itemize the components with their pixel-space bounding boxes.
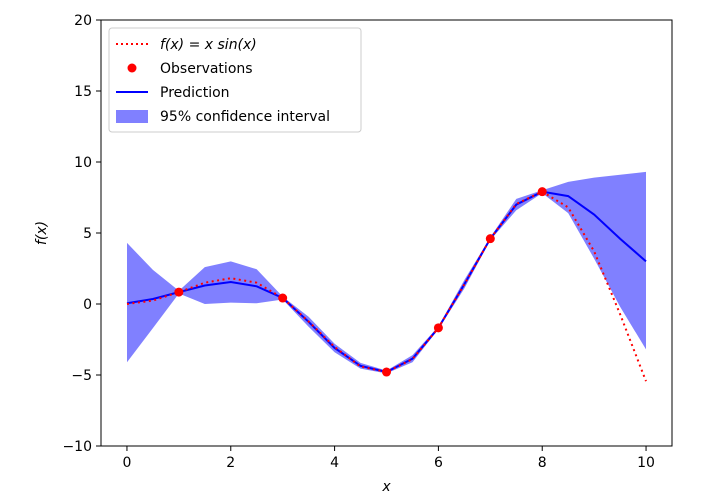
plot-layer	[126, 171, 647, 382]
legend-label-prediction: Prediction	[160, 85, 230, 101]
legend: f(x) = x sin(x) Observations Prediction …	[108, 27, 362, 133]
legend-label-confidence-interval: 95% confidence interval	[160, 109, 330, 125]
y-tick-label: 20	[74, 13, 92, 29]
y-axis: −10 −5 0 5 10 15 20	[62, 13, 101, 455]
confidence-band	[127, 171, 646, 374]
y-tick-label: 10	[74, 155, 92, 171]
y-tick-label: −10	[62, 439, 92, 455]
observation-point	[382, 367, 391, 377]
legend-swatch-observations	[127, 63, 137, 73]
true-function-line	[126, 190, 647, 382]
x-tick-label: 0	[122, 455, 131, 471]
y-tick-label: −5	[71, 368, 92, 384]
x-tick-label: 8	[538, 455, 547, 471]
x-axis-label: x	[381, 479, 391, 495]
legend-label-observations: Observations	[160, 61, 253, 77]
legend-box	[108, 27, 362, 133]
legend-label-true-function: f(x) = x sin(x)	[160, 37, 257, 53]
x-tick-label: 10	[637, 455, 655, 471]
observation-point	[174, 287, 184, 297]
y-axis-label: f(x)	[34, 221, 50, 245]
x-axis: 0 2 4 6 8 10	[122, 446, 655, 471]
observation-point	[537, 187, 547, 197]
x-tick-label: 6	[434, 455, 443, 471]
x-tick-label: 2	[226, 455, 235, 471]
observation-point	[433, 323, 443, 333]
y-tick-label: 0	[83, 297, 92, 313]
observation-point	[485, 234, 495, 244]
y-tick-label: 15	[74, 84, 92, 100]
y-tick-label: 5	[83, 226, 92, 242]
observation-point	[278, 293, 288, 303]
legend-swatch-confidence-interval	[116, 110, 148, 123]
x-tick-label: 4	[330, 455, 339, 471]
